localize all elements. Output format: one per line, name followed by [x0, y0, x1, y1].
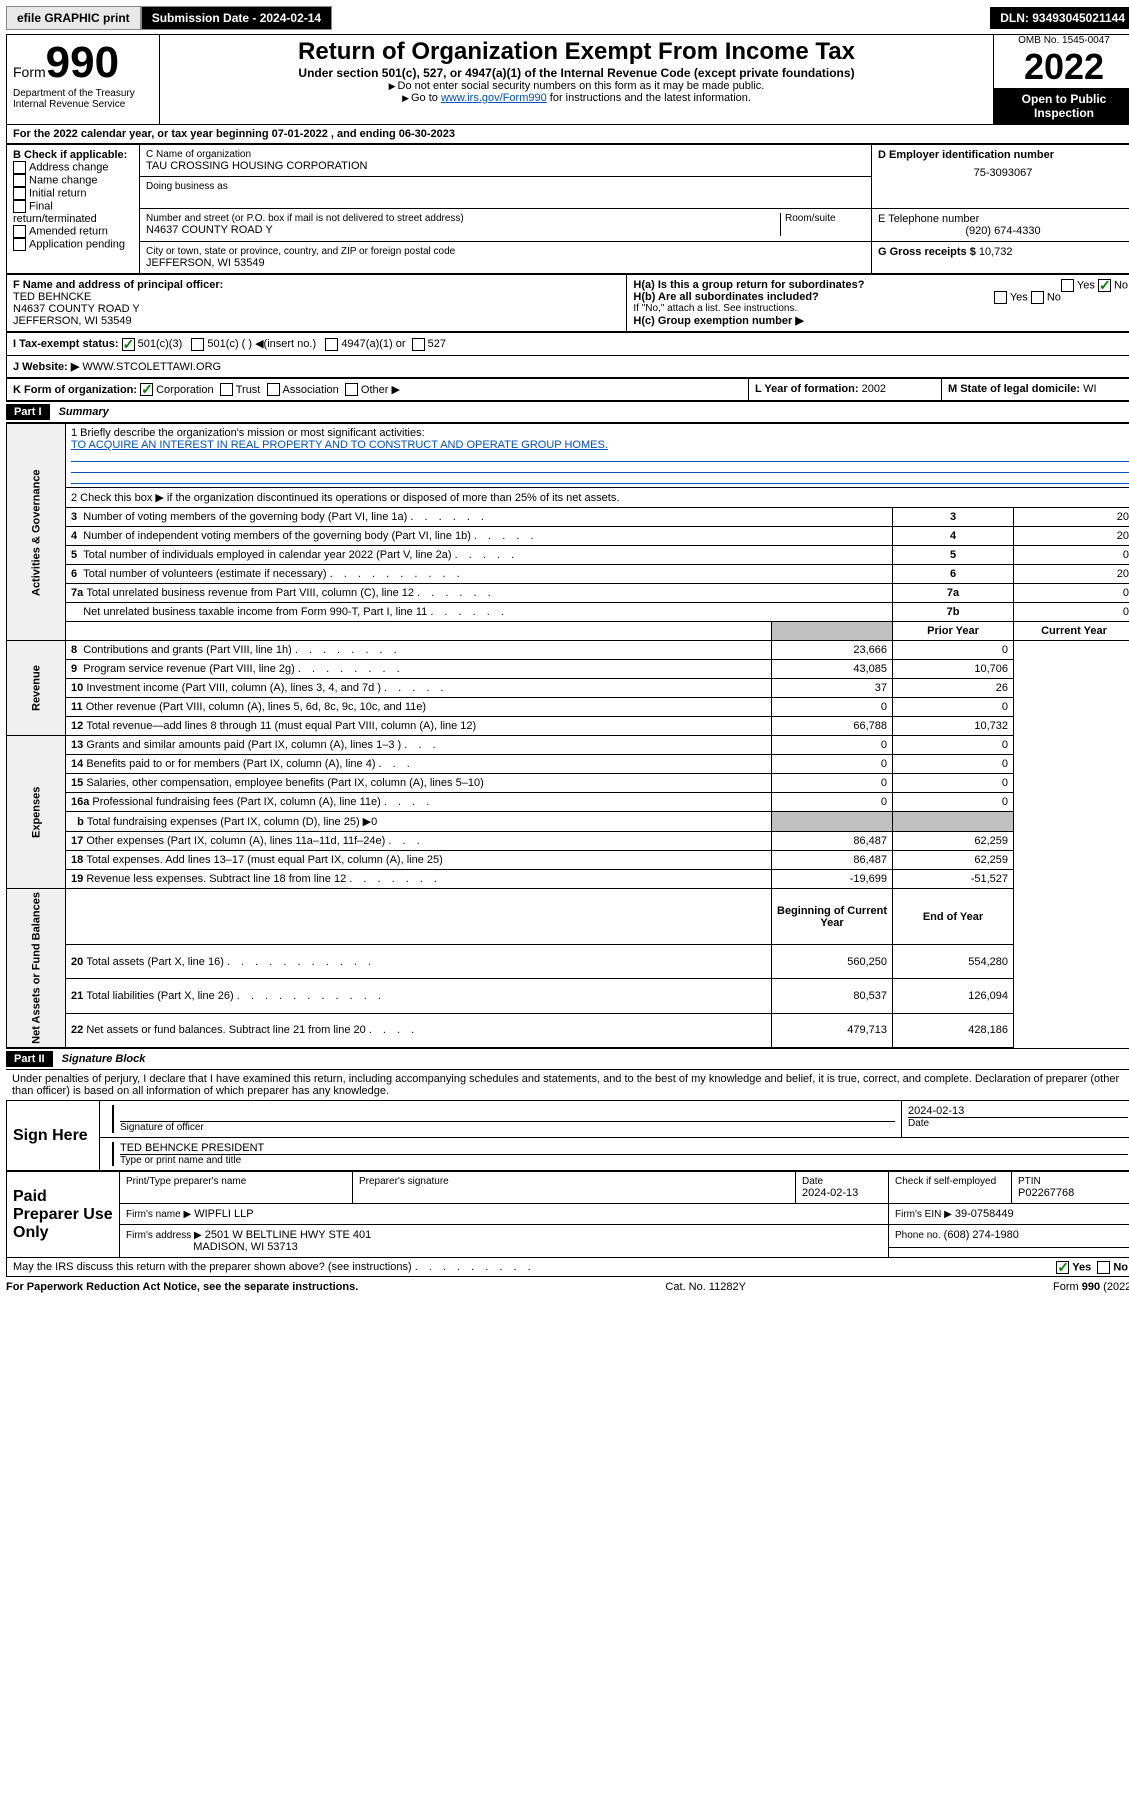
footer-right: Form 990 (2022) [1053, 1281, 1129, 1293]
org-address: N4637 COUNTY ROAD Y [146, 224, 780, 236]
part2-header: Part II Signature Block [6, 1048, 1129, 1070]
part1-header: Part I Summary [6, 401, 1129, 423]
line2: 2 Check this box ▶ if the organization d… [66, 488, 1129, 508]
efile-button[interactable]: efile GRAPHIC print [6, 6, 141, 30]
footer-mid: Cat. No. 11282Y [665, 1281, 746, 1293]
chk-address-change[interactable]: Address change [13, 161, 133, 174]
date-label: Date [908, 1117, 1128, 1129]
phone-value: (920) 674-4330 [878, 225, 1128, 237]
sig-date: 2024-02-13 [908, 1105, 1128, 1117]
chk-name-change[interactable]: Name change [13, 174, 133, 187]
org-city: JEFFERSON, WI 53549 [146, 257, 865, 269]
sign-here-label: Sign Here [7, 1101, 100, 1171]
firm-name: WIPFLI LLP [194, 1208, 253, 1220]
top-bar: efile GRAPHIC print Submission Date - 20… [6, 6, 1129, 30]
line1-text: TO ACQUIRE AN INTEREST IN REAL PROPERTY … [71, 439, 1129, 451]
chk-trust[interactable] [220, 383, 233, 396]
officer-type-label: Type or print name and title [120, 1154, 1128, 1166]
chk-corp[interactable] [140, 383, 153, 396]
firm-addr1: 2501 W BELTLINE HWY STE 401 [205, 1229, 372, 1241]
form-subtitle: Under section 501(c), 527, or 4947(a)(1)… [166, 66, 987, 80]
h-c: H(c) Group exemption number ▶ [633, 314, 1128, 327]
firm-ein: 39-0758449 [955, 1208, 1014, 1220]
dln: DLN: 93493045021144 [990, 7, 1129, 29]
section-b-label: B Check if applicable: [13, 149, 133, 161]
h-b-note: If "No," attach a list. See instructions… [633, 303, 1128, 314]
chk-application-pending[interactable]: Application pending [13, 238, 133, 251]
chk-4947[interactable] [325, 338, 338, 351]
klm-block: K Form of organization: Corporation Trus… [6, 378, 1129, 402]
form-org-label: K Form of organization: [13, 384, 137, 396]
omb-number: OMB No. 1545-0047 [994, 35, 1129, 46]
open-inspection: Open to Public Inspection [994, 88, 1129, 124]
dept-treasury: Department of the Treasury [13, 88, 153, 99]
chk-irs-no[interactable] [1097, 1261, 1110, 1274]
paid-prep-label: Paid Preparer Use Only [7, 1172, 120, 1258]
room-label: Room/suite [785, 213, 865, 224]
form-header: Form990 Department of the Treasury Inter… [6, 34, 1129, 125]
entity-block: B Check if applicable: Address change Na… [6, 144, 1129, 274]
line1-label: 1 Briefly describe the organization's mi… [71, 427, 1129, 439]
city-label: City or town, state or province, country… [146, 246, 865, 257]
footer-left: For Paperwork Reduction Act Notice, see … [6, 1281, 358, 1293]
prep-phone: (608) 274-1980 [944, 1229, 1019, 1241]
status-block: I Tax-exempt status: 501(c)(3) 501(c) ( … [6, 332, 1129, 378]
may-irs-discuss: May the IRS discuss this return with the… [6, 1258, 1129, 1277]
sign-block: Sign Here Signature of officer 2024-02-1… [6, 1100, 1129, 1171]
officer-addr2: JEFFERSON, WI 53549 [13, 315, 620, 327]
chk-final-return[interactable]: Final return/terminated [13, 200, 133, 225]
gross-receipts-value: 10,732 [979, 246, 1013, 258]
officer-typed: TED BEHNCKE PRESIDENT [120, 1142, 1128, 1154]
officer-addr1: N4637 COUNTY ROAD Y [13, 303, 620, 315]
chk-other[interactable] [345, 383, 358, 396]
firm-addr2: MADISON, WI 53713 [193, 1241, 298, 1253]
ein-label: D Employer identification number [878, 149, 1128, 161]
side-exp: Expenses [7, 736, 66, 889]
chk-501c3[interactable] [122, 338, 135, 351]
dba-label: Doing business as [146, 181, 865, 192]
officer-label: F Name and address of principal officer: [13, 279, 620, 291]
chk-501c[interactable] [191, 338, 204, 351]
chk-irs-yes[interactable] [1056, 1261, 1069, 1274]
preparer-block: Paid Preparer Use Only Print/Type prepar… [6, 1171, 1129, 1258]
website-label: J Website: ▶ [13, 361, 79, 373]
org-name-label: C Name of organization [146, 149, 865, 160]
chk-assoc[interactable] [267, 383, 280, 396]
year-formation: 2002 [862, 383, 886, 395]
sig-officer-label: Signature of officer [120, 1122, 895, 1133]
line-a: For the 2022 calendar year, or tax year … [6, 125, 1129, 144]
gross-receipts-label: G Gross receipts $ [878, 246, 976, 258]
form-title: Return of Organization Exempt From Incom… [166, 38, 987, 66]
page-footer: For Paperwork Reduction Act Notice, see … [6, 1281, 1129, 1293]
website-value: WWW.STCOLETTAWI.ORG [82, 361, 221, 373]
tax-exempt-label: I Tax-exempt status: [13, 338, 119, 350]
state-domicile: WI [1083, 383, 1096, 395]
ssn-note: Do not enter social security numbers on … [166, 80, 987, 92]
h-a: H(a) Is this a group return for subordin… [633, 279, 1128, 291]
irs-label: Internal Revenue Service [13, 99, 153, 110]
side-ag: Activities & Governance [7, 424, 66, 641]
h-b: H(b) Are all subordinates included? Yes … [633, 291, 1128, 303]
chk-initial-return[interactable]: Initial return [13, 187, 133, 200]
part1-table: Activities & Governance 1 Briefly descri… [6, 423, 1129, 1048]
submission-date: Submission Date - 2024-02-14 [141, 6, 332, 30]
org-name: TAU CROSSING HOUSING CORPORATION [146, 160, 865, 172]
side-net: Net Assets or Fund Balances [7, 889, 66, 1048]
addr-label: Number and street (or P.O. box if mail i… [146, 213, 780, 224]
goto-note: Go to www.irs.gov/Form990 for instructio… [166, 92, 987, 104]
phone-label: E Telephone number [878, 213, 1128, 225]
tax-year: 2022 [994, 46, 1129, 88]
chk-amended[interactable]: Amended return [13, 225, 133, 238]
officer-name: TED BEHNCKE [13, 291, 620, 303]
irs-link[interactable]: www.irs.gov/Form990 [441, 92, 547, 104]
chk-527[interactable] [412, 338, 425, 351]
form-number: Form990 [13, 38, 153, 88]
side-rev: Revenue [7, 641, 66, 736]
officer-block: F Name and address of principal officer:… [6, 274, 1129, 332]
ein-value: 75-3093067 [878, 167, 1128, 179]
declaration: Under penalties of perjury, I declare th… [6, 1070, 1129, 1100]
